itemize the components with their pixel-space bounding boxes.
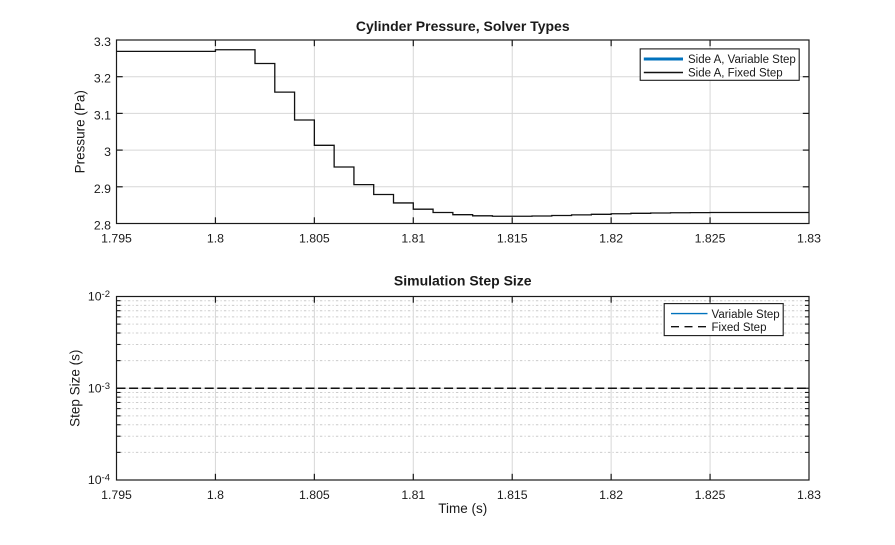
svg-text:1.815: 1.815 — [497, 488, 528, 502]
svg-text:1.81: 1.81 — [401, 488, 425, 502]
svg-text:10-3: 10-3 — [88, 381, 110, 395]
svg-text:Cylinder Pressure, Solver Type: Cylinder Pressure, Solver Types — [356, 18, 570, 34]
svg-text:3.2: 3.2 — [94, 72, 111, 86]
svg-text:1.825: 1.825 — [695, 232, 726, 246]
svg-text:1.82: 1.82 — [599, 232, 623, 246]
svg-text:3.3: 3.3 — [94, 35, 111, 49]
svg-text:1.795: 1.795 — [101, 232, 132, 246]
svg-text:1.83: 1.83 — [797, 232, 821, 246]
svg-text:1.815: 1.815 — [497, 232, 528, 246]
svg-text:2.9: 2.9 — [94, 182, 111, 196]
svg-text:1.83: 1.83 — [797, 488, 821, 502]
svg-text:1.8: 1.8 — [207, 488, 224, 502]
svg-text:Variable Step: Variable Step — [712, 309, 780, 321]
svg-text:Side A, Fixed Step: Side A, Fixed Step — [688, 68, 783, 80]
svg-text:1.805: 1.805 — [299, 488, 330, 502]
svg-text:1.81: 1.81 — [401, 232, 425, 246]
svg-text:Fixed Step: Fixed Step — [712, 322, 767, 334]
svg-text:1.805: 1.805 — [299, 232, 330, 246]
svg-text:3.1: 3.1 — [94, 108, 111, 122]
svg-text:Step Size (s): Step Size (s) — [68, 350, 83, 427]
svg-text:1.825: 1.825 — [695, 488, 726, 502]
svg-text:Simulation Step Size: Simulation Step Size — [394, 273, 532, 289]
svg-text:10-2: 10-2 — [88, 289, 110, 303]
svg-text:1.8: 1.8 — [207, 232, 224, 246]
svg-text:1.795: 1.795 — [101, 488, 132, 502]
svg-text:3: 3 — [104, 145, 111, 159]
svg-text:Time (s): Time (s) — [438, 501, 487, 516]
svg-text:10-4: 10-4 — [88, 473, 110, 487]
svg-text:Side A, Variable Step: Side A, Variable Step — [688, 54, 796, 66]
svg-text:1.82: 1.82 — [599, 488, 623, 502]
svg-text:2.8: 2.8 — [94, 219, 111, 233]
svg-text:Pressure (Pa): Pressure (Pa) — [73, 90, 88, 173]
